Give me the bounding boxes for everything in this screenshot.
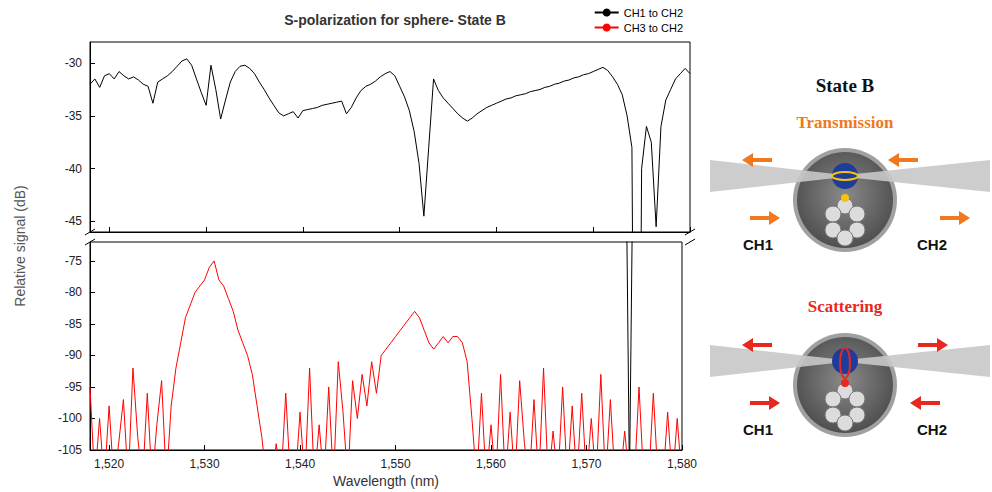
svg-text:1,550: 1,550 [381, 457, 411, 471]
svg-text:-80: -80 [65, 285, 83, 299]
svg-text:-95: -95 [65, 380, 83, 394]
svg-text:CH3 to CH2: CH3 to CH2 [624, 22, 683, 34]
svg-text:-35: -35 [65, 109, 83, 123]
svg-text:-30: -30 [65, 56, 83, 70]
svg-text:-40: -40 [65, 162, 83, 176]
svg-text:Transmission: Transmission [797, 113, 895, 132]
svg-text:Wavelength (nm): Wavelength (nm) [333, 473, 439, 489]
svg-text:Scattering: Scattering [808, 297, 883, 316]
svg-text:1,580: 1,580 [667, 457, 697, 471]
svg-text:-45: -45 [65, 214, 83, 228]
svg-text:CH2: CH2 [917, 421, 947, 438]
svg-text:CH2: CH2 [917, 236, 947, 253]
svg-text:CH1 to CH2: CH1 to CH2 [624, 7, 683, 19]
svg-text:-100: -100 [58, 411, 82, 425]
svg-text:-75: -75 [65, 254, 83, 268]
svg-text:CH1: CH1 [743, 236, 773, 253]
svg-text:CH1: CH1 [743, 421, 773, 438]
svg-text:-90: -90 [65, 348, 83, 362]
svg-text:Relative signal (dB): Relative signal (dB) [12, 185, 28, 306]
svg-text:1,530: 1,530 [190, 457, 220, 471]
svg-text:-105: -105 [58, 443, 82, 457]
svg-text:S-polarization for sphere- Sta: S-polarization for sphere- State B [284, 12, 506, 28]
svg-text:1,570: 1,570 [571, 457, 601, 471]
svg-text:1,560: 1,560 [476, 457, 506, 471]
svg-text:-85: -85 [65, 317, 83, 331]
svg-text:1,540: 1,540 [285, 457, 315, 471]
svg-text:1,520: 1,520 [94, 457, 124, 471]
svg-text:State B: State B [816, 75, 875, 96]
